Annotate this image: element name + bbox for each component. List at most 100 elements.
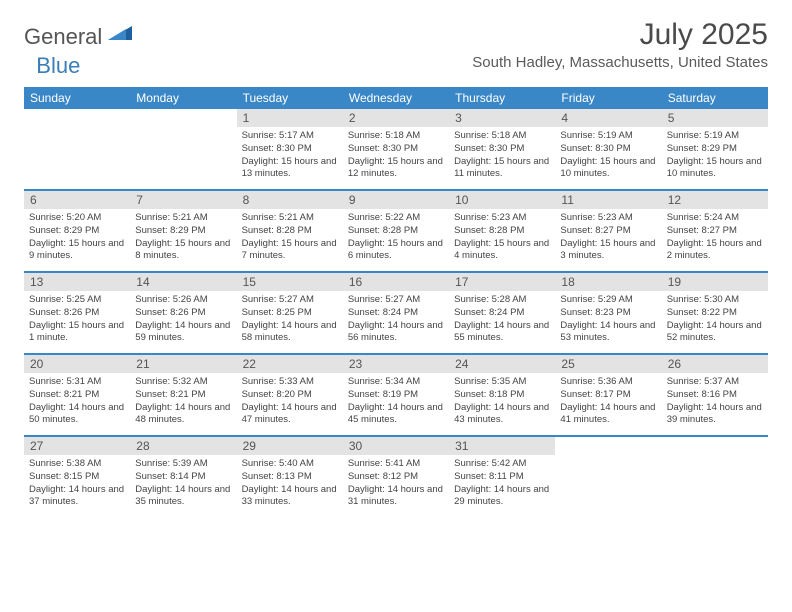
calendar-week: 20Sunrise: 5:31 AMSunset: 8:21 PMDayligh…	[24, 353, 768, 435]
calendar-week: 1Sunrise: 5:17 AMSunset: 8:30 PMDaylight…	[24, 109, 768, 189]
day-body: Sunrise: 5:18 AMSunset: 8:30 PMDaylight:…	[449, 127, 555, 186]
day-body: Sunrise: 5:33 AMSunset: 8:20 PMDaylight:…	[237, 373, 343, 432]
day-number: 24	[449, 355, 555, 373]
day-body: Sunrise: 5:25 AMSunset: 8:26 PMDaylight:…	[24, 291, 130, 350]
day-cell: 20Sunrise: 5:31 AMSunset: 8:21 PMDayligh…	[24, 355, 130, 435]
day-body: Sunrise: 5:37 AMSunset: 8:16 PMDaylight:…	[662, 373, 768, 432]
calendar-week: 13Sunrise: 5:25 AMSunset: 8:26 PMDayligh…	[24, 271, 768, 353]
day-number: 25	[555, 355, 661, 373]
day-body: Sunrise: 5:27 AMSunset: 8:24 PMDaylight:…	[343, 291, 449, 350]
calendar: SundayMondayTuesdayWednesdayThursdayFrid…	[24, 87, 768, 517]
day-cell: 1Sunrise: 5:17 AMSunset: 8:30 PMDaylight…	[237, 109, 343, 189]
location: South Hadley, Massachusetts, United Stat…	[472, 54, 768, 71]
day-cell: 28Sunrise: 5:39 AMSunset: 8:14 PMDayligh…	[130, 437, 236, 517]
day-body: Sunrise: 5:17 AMSunset: 8:30 PMDaylight:…	[237, 127, 343, 186]
calendar-weeks: 1Sunrise: 5:17 AMSunset: 8:30 PMDaylight…	[24, 109, 768, 517]
day-number: 23	[343, 355, 449, 373]
day-number: 15	[237, 273, 343, 291]
day-cell: 14Sunrise: 5:26 AMSunset: 8:26 PMDayligh…	[130, 273, 236, 353]
empty-day-cell	[662, 437, 768, 517]
day-number	[555, 437, 661, 455]
day-cell: 26Sunrise: 5:37 AMSunset: 8:16 PMDayligh…	[662, 355, 768, 435]
day-number: 30	[343, 437, 449, 455]
day-body: Sunrise: 5:18 AMSunset: 8:30 PMDaylight:…	[343, 127, 449, 186]
empty-day-cell	[130, 109, 236, 189]
day-number: 12	[662, 191, 768, 209]
day-cell: 17Sunrise: 5:28 AMSunset: 8:24 PMDayligh…	[449, 273, 555, 353]
day-number: 28	[130, 437, 236, 455]
day-number: 29	[237, 437, 343, 455]
day-cell: 11Sunrise: 5:23 AMSunset: 8:27 PMDayligh…	[555, 191, 661, 271]
day-cell: 19Sunrise: 5:30 AMSunset: 8:22 PMDayligh…	[662, 273, 768, 353]
calendar-week: 6Sunrise: 5:20 AMSunset: 8:29 PMDaylight…	[24, 189, 768, 271]
day-number: 27	[24, 437, 130, 455]
day-header: Tuesday	[237, 87, 343, 109]
day-cell: 16Sunrise: 5:27 AMSunset: 8:24 PMDayligh…	[343, 273, 449, 353]
day-cell: 22Sunrise: 5:33 AMSunset: 8:20 PMDayligh…	[237, 355, 343, 435]
day-cell: 15Sunrise: 5:27 AMSunset: 8:25 PMDayligh…	[237, 273, 343, 353]
logo-text-blue: Blue	[36, 53, 80, 79]
day-number: 13	[24, 273, 130, 291]
day-body: Sunrise: 5:23 AMSunset: 8:27 PMDaylight:…	[555, 209, 661, 268]
day-body: Sunrise: 5:19 AMSunset: 8:30 PMDaylight:…	[555, 127, 661, 186]
day-number: 1	[237, 109, 343, 127]
day-cell: 6Sunrise: 5:20 AMSunset: 8:29 PMDaylight…	[24, 191, 130, 271]
day-cell: 2Sunrise: 5:18 AMSunset: 8:30 PMDaylight…	[343, 109, 449, 189]
day-number	[24, 109, 130, 127]
day-number: 10	[449, 191, 555, 209]
day-body: Sunrise: 5:35 AMSunset: 8:18 PMDaylight:…	[449, 373, 555, 432]
day-body: Sunrise: 5:30 AMSunset: 8:22 PMDaylight:…	[662, 291, 768, 350]
day-body: Sunrise: 5:29 AMSunset: 8:23 PMDaylight:…	[555, 291, 661, 350]
day-number: 17	[449, 273, 555, 291]
day-header: Sunday	[24, 87, 130, 109]
day-number: 8	[237, 191, 343, 209]
day-number: 19	[662, 273, 768, 291]
month-title: July 2025	[472, 18, 768, 52]
day-number: 6	[24, 191, 130, 209]
day-body: Sunrise: 5:34 AMSunset: 8:19 PMDaylight:…	[343, 373, 449, 432]
day-cell: 25Sunrise: 5:36 AMSunset: 8:17 PMDayligh…	[555, 355, 661, 435]
day-number: 9	[343, 191, 449, 209]
logo: General	[24, 24, 134, 50]
day-body: Sunrise: 5:21 AMSunset: 8:29 PMDaylight:…	[130, 209, 236, 268]
day-cell: 3Sunrise: 5:18 AMSunset: 8:30 PMDaylight…	[449, 109, 555, 189]
day-cell: 12Sunrise: 5:24 AMSunset: 8:27 PMDayligh…	[662, 191, 768, 271]
day-number	[130, 109, 236, 127]
day-header: Saturday	[662, 87, 768, 109]
day-number	[662, 437, 768, 455]
day-number: 22	[237, 355, 343, 373]
calendar-week: 27Sunrise: 5:38 AMSunset: 8:15 PMDayligh…	[24, 435, 768, 517]
day-number: 31	[449, 437, 555, 455]
day-number: 21	[130, 355, 236, 373]
day-cell: 18Sunrise: 5:29 AMSunset: 8:23 PMDayligh…	[555, 273, 661, 353]
day-body: Sunrise: 5:31 AMSunset: 8:21 PMDaylight:…	[24, 373, 130, 432]
day-body: Sunrise: 5:38 AMSunset: 8:15 PMDaylight:…	[24, 455, 130, 514]
day-number: 18	[555, 273, 661, 291]
day-cell: 4Sunrise: 5:19 AMSunset: 8:30 PMDaylight…	[555, 109, 661, 189]
day-cell: 23Sunrise: 5:34 AMSunset: 8:19 PMDayligh…	[343, 355, 449, 435]
day-body: Sunrise: 5:27 AMSunset: 8:25 PMDaylight:…	[237, 291, 343, 350]
day-body: Sunrise: 5:32 AMSunset: 8:21 PMDaylight:…	[130, 373, 236, 432]
day-body: Sunrise: 5:26 AMSunset: 8:26 PMDaylight:…	[130, 291, 236, 350]
day-cell: 27Sunrise: 5:38 AMSunset: 8:15 PMDayligh…	[24, 437, 130, 517]
day-cell: 30Sunrise: 5:41 AMSunset: 8:12 PMDayligh…	[343, 437, 449, 517]
day-body: Sunrise: 5:20 AMSunset: 8:29 PMDaylight:…	[24, 209, 130, 268]
day-number: 20	[24, 355, 130, 373]
day-body: Sunrise: 5:40 AMSunset: 8:13 PMDaylight:…	[237, 455, 343, 514]
day-header: Thursday	[449, 87, 555, 109]
day-number: 3	[449, 109, 555, 127]
day-cell: 31Sunrise: 5:42 AMSunset: 8:11 PMDayligh…	[449, 437, 555, 517]
day-cell: 7Sunrise: 5:21 AMSunset: 8:29 PMDaylight…	[130, 191, 236, 271]
day-cell: 10Sunrise: 5:23 AMSunset: 8:28 PMDayligh…	[449, 191, 555, 271]
day-cell: 24Sunrise: 5:35 AMSunset: 8:18 PMDayligh…	[449, 355, 555, 435]
day-number: 26	[662, 355, 768, 373]
day-number: 2	[343, 109, 449, 127]
day-body: Sunrise: 5:21 AMSunset: 8:28 PMDaylight:…	[237, 209, 343, 268]
day-body: Sunrise: 5:24 AMSunset: 8:27 PMDaylight:…	[662, 209, 768, 268]
day-body: Sunrise: 5:23 AMSunset: 8:28 PMDaylight:…	[449, 209, 555, 268]
day-number: 7	[130, 191, 236, 209]
day-cell: 9Sunrise: 5:22 AMSunset: 8:28 PMDaylight…	[343, 191, 449, 271]
day-body: Sunrise: 5:41 AMSunset: 8:12 PMDaylight:…	[343, 455, 449, 514]
day-cell: 8Sunrise: 5:21 AMSunset: 8:28 PMDaylight…	[237, 191, 343, 271]
logo-triangle-icon	[108, 24, 132, 45]
